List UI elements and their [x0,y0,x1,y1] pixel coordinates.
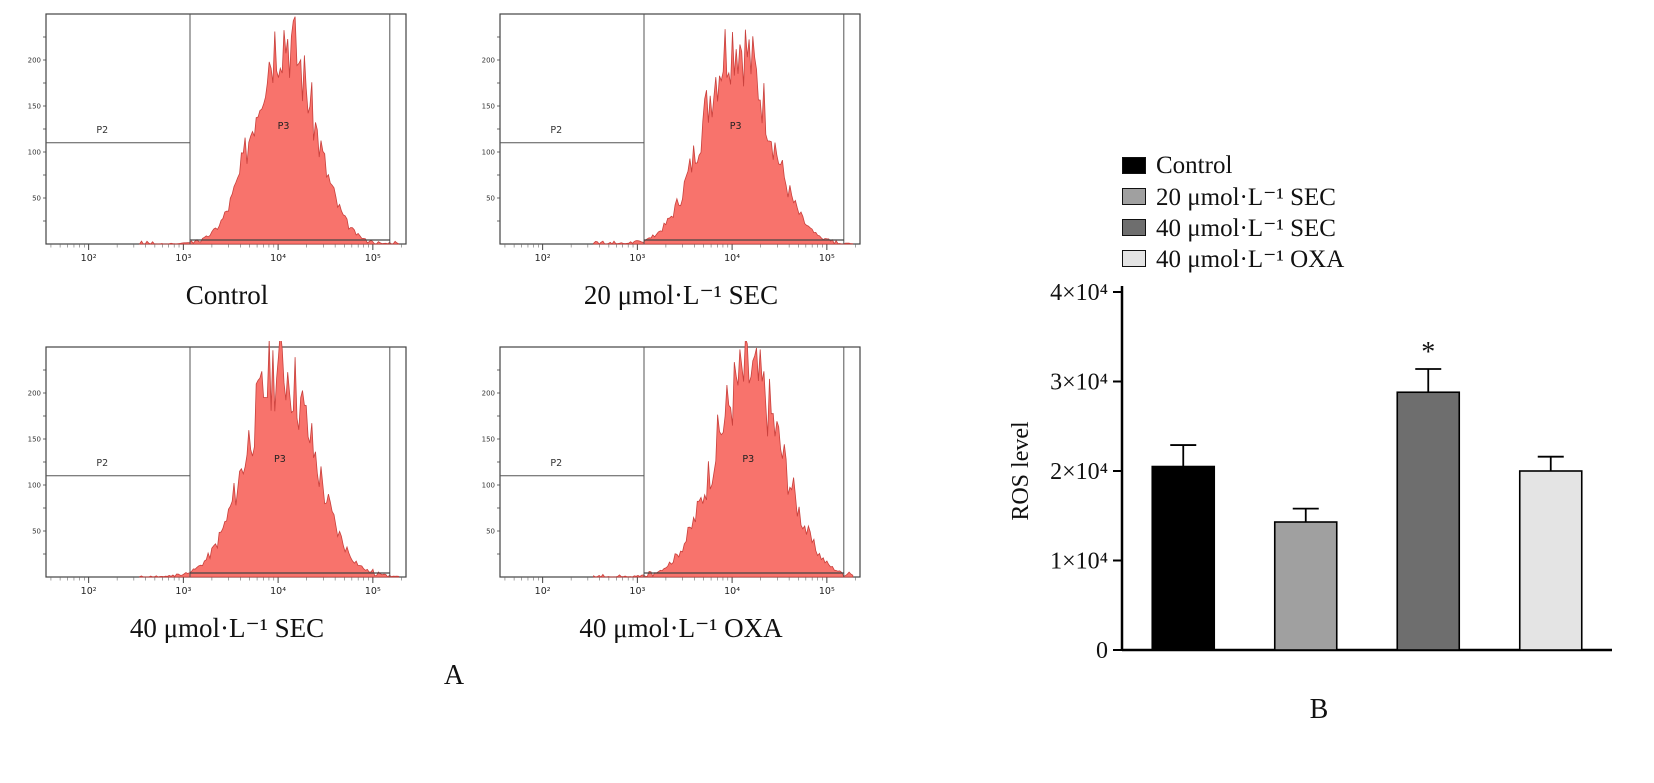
flow-y-tick-label: 100 [482,149,495,157]
flow-caption-20sec: 20 μmol·L⁻¹ SEC [583,280,779,310]
legend-swatch-icon [1122,157,1146,174]
flow-y-tick-label: 150 [28,103,41,111]
flow-y-tick-label: 50 [486,528,495,536]
legend-swatch-icon [1122,188,1146,205]
legend-label: 40 μmol·L⁻¹ SEC [1156,214,1336,242]
gate-p3-label: P3 [730,121,742,132]
legend-item: 20 μmol·L⁻¹ SEC [1122,181,1634,212]
y-tick-label: 1×10⁴ [1050,549,1108,575]
flow-histogram-40sec: 200 150 100 50 10² 10³ 10⁴ 10⁵ P2 P3 [28,341,407,597]
legend-label: 20 μmol·L⁻¹ SEC [1156,183,1336,211]
y-axis-title: ROS level [1008,421,1034,521]
flow-y-tick-label: 200 [482,390,495,398]
flow-caption-control: Control [185,280,269,310]
gate-p3-label: P3 [742,454,754,465]
flow-x-tick-label: 10² [81,253,97,264]
gate-p2-label: P2 [96,125,108,136]
flow-x-tick-label: 10⁵ [819,586,835,597]
legend-item: 40 μmol·L⁻¹ SEC [1122,212,1634,243]
flow-y-tick-label: 100 [28,149,41,157]
flow-x-tick-label: 10³ [175,253,191,264]
flow-x-tick-label: 10² [535,586,551,597]
flow-x-tick-label: 10³ [629,586,645,597]
figure: 200 150 100 50 10² 10³ 10⁴ 10⁵ P2 P3 Control 200 1… [14,8,1634,726]
y-tick-label: 3×10⁴ [1050,370,1108,396]
flow-y-tick-label: 150 [482,103,495,111]
flow-x-tick-label: 10⁵ [365,586,381,597]
flow-x-tick-label: 10³ [175,586,191,597]
panel-b: Control 20 μmol·L⁻¹ SEC 40 μmol·L⁻¹ SEC 40 … [1004,8,1634,726]
flow-plot-40sec: 200 150 100 50 10² 10³ 10⁴ 10⁵ P2 P3 40 μmol·L⁻¹ … [14,341,440,644]
flow-x-tick-label: 10⁵ [365,253,381,264]
flow-y-tick-label: 200 [482,57,495,65]
legend-item: Control [1122,150,1634,181]
flow-caption-40oxa: 40 μmol·L⁻¹ OXA [579,613,783,644]
flow-x-tick-label: 10⁴ [270,586,286,597]
flow-plot-control: 200 150 100 50 10² 10³ 10⁴ 10⁵ P2 P3 Control [14,8,440,311]
flow-y-tick-label: 50 [32,528,41,536]
panel-a-label: A [443,660,465,692]
flow-x-tick-label: 10³ [629,253,645,264]
flow-y-tick-label: 100 [482,482,495,490]
fluorescence-peak [593,29,854,245]
flow-x-tick-label: 10² [535,253,551,264]
bar [1396,391,1461,651]
fluorescence-peak [139,341,400,578]
flow-grid: 200 150 100 50 10² 10³ 10⁴ 10⁵ P2 P3 Control 200 1… [14,8,894,644]
flow-plot-40oxa: 200 150 100 50 10² 10³ 10⁴ 10⁵ P2 P3 40 μmol·L⁻¹ … [468,341,894,644]
fluorescence-peak [593,341,854,578]
gate-p3-label: P3 [274,454,286,465]
flow-y-tick-label: 50 [32,195,41,203]
legend-swatch-icon [1122,219,1146,236]
flow-x-tick-label: 10² [81,586,97,597]
legend-swatch-icon [1122,250,1146,267]
chart-legend: Control 20 μmol·L⁻¹ SEC 40 μmol·L⁻¹ SEC 40 … [1122,150,1634,274]
significance-marker: * [1421,337,1435,368]
y-tick-label: 2×10⁴ [1050,459,1108,485]
flow-caption-40sec: 40 μmol·L⁻¹ SEC [129,613,325,644]
plot-frame [45,13,407,245]
panel-a: 200 150 100 50 10² 10³ 10⁴ 10⁵ P2 P3 Control 200 1… [14,8,894,726]
flow-x-tick-label: 10⁵ [819,253,835,264]
flow-y-tick-label: 50 [486,195,495,203]
legend-label: Control [1156,151,1233,179]
flow-histogram-control: 200 150 100 50 10² 10³ 10⁴ 10⁵ P2 P3 [28,13,407,264]
legend-item: 40 μmol·L⁻¹ OXA [1122,243,1634,274]
panel-b-label: B [1309,694,1329,725]
flow-x-tick-label: 10⁴ [724,253,740,264]
flow-y-tick-label: 150 [28,436,41,444]
y-tick-label: 4×10⁴ [1050,280,1108,306]
y-tick-label: 0 [1096,638,1108,664]
fluorescence-peak [138,16,400,245]
flow-y-tick-label: 150 [482,436,495,444]
flow-plot-20sec: 200 150 100 50 10² 10³ 10⁴ 10⁵ P2 P3 20 μmol·L⁻¹ … [468,8,894,311]
bar [1273,521,1338,651]
legend-label: 40 μmol·L⁻¹ OXA [1156,245,1345,273]
ros-bar-chart: 0 1×10⁴ 2×10⁴ 3×10⁴ 4×10⁴ ROS level * [1008,280,1612,664]
flow-y-tick-label: 200 [28,390,41,398]
flow-x-tick-label: 10⁴ [724,586,740,597]
flow-y-tick-label: 100 [28,482,41,490]
flow-y-tick-label: 200 [28,57,41,65]
flow-x-tick-label: 10⁴ [270,253,286,264]
gate-p3-label: P3 [278,121,290,132]
bar [1151,465,1216,651]
gate-p2-label: P2 [550,458,562,469]
flow-histogram-40oxa: 200 150 100 50 10² 10³ 10⁴ 10⁵ P2 P3 [482,341,861,597]
gate-p2-label: P2 [96,458,108,469]
gate-p2-label: P2 [550,125,562,136]
bar [1518,470,1583,651]
flow-histogram-20sec: 200 150 100 50 10² 10³ 10⁴ 10⁵ P2 P3 [482,13,861,264]
